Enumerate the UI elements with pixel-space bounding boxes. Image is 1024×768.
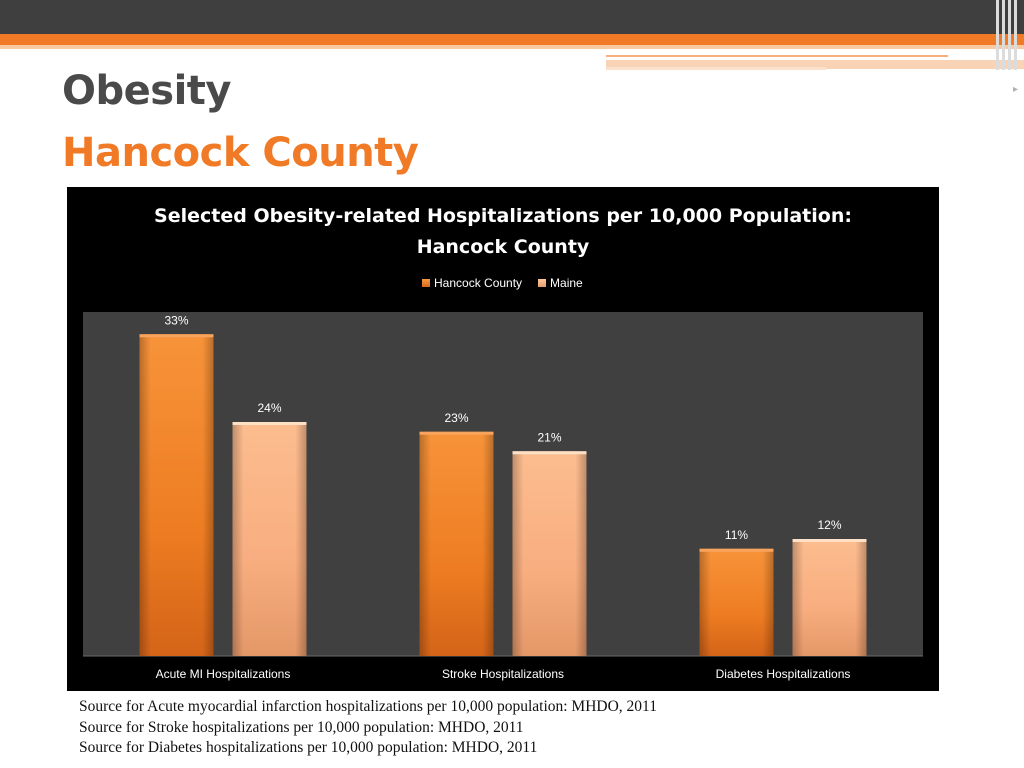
- chart-title-line-1: Selected Obesity-related Hospitalization…: [154, 205, 852, 227]
- chart-title: Selected Obesity-related Hospitalization…: [67, 201, 939, 263]
- bar-top-highlight: [699, 548, 774, 552]
- bar-top-highlight: [792, 539, 867, 542]
- footnote-acute-mi: Source for Acute myocardial infarction h…: [79, 698, 657, 715]
- top-banner-orange: [0, 34, 1024, 45]
- bar-top-highlight: [139, 334, 214, 338]
- bar-shading: [512, 451, 587, 656]
- top-banner-light: [0, 45, 1024, 49]
- plot-area: [83, 312, 923, 656]
- footnote-diabetes: Source for Diabetes hospitalizations per…: [79, 739, 538, 756]
- slide-title: Obesity: [62, 68, 231, 114]
- x-tick-label-stroke: Stroke Hospitalizations: [442, 667, 564, 681]
- source-footnotes: Source for Acute myocardial infarction h…: [79, 697, 657, 759]
- legend-label-maine: Maine: [550, 276, 583, 290]
- legend-item-hancock: Hancock County: [422, 276, 522, 290]
- slide-subtitle: Hancock County: [62, 130, 419, 176]
- data-label-hancock-stroke: 23%: [444, 411, 468, 425]
- data-label-maine-diabetes: 12%: [817, 518, 841, 532]
- top-banner-dark: [0, 0, 1024, 34]
- bar-top-highlight: [232, 422, 307, 425]
- x-tick-label-diabetes: Diabetes Hospitalizations: [716, 667, 851, 681]
- data-label-hancock-diabetes: 11%: [725, 528, 748, 542]
- banner-accent-line: [606, 60, 1024, 69]
- legend-label-hancock: Hancock County: [434, 276, 523, 290]
- banner-accent-line: [606, 55, 948, 57]
- legend-swatch-maine: [538, 279, 547, 287]
- legend-item-maine: Maine: [538, 276, 583, 290]
- bar-shading: [699, 548, 774, 656]
- bar-shading: [792, 539, 867, 656]
- chart-title-line-2: Hancock County: [416, 236, 590, 258]
- data-label-hancock-acute-mi: 33%: [164, 313, 188, 327]
- data-label-maine-stroke: 21%: [537, 430, 561, 444]
- bar-shading: [139, 334, 214, 656]
- footnote-stroke: Source for Stroke hospitalizations per 1…: [79, 718, 524, 736]
- bar-top-highlight: [512, 451, 587, 455]
- bar-shading: [419, 431, 494, 656]
- banner-stripes: [994, 0, 1024, 70]
- legend-swatch-hancock: [422, 279, 430, 287]
- corner-arrow-icon: ▸: [1013, 84, 1019, 95]
- banner-accent-line: [606, 67, 826, 70]
- x-tick-label-acute-mi: Acute MI Hospitalizations: [156, 667, 291, 681]
- bar-shading: [232, 422, 307, 656]
- data-label-maine-acute-mi: 24%: [257, 401, 281, 415]
- bar-top-highlight: [419, 431, 494, 435]
